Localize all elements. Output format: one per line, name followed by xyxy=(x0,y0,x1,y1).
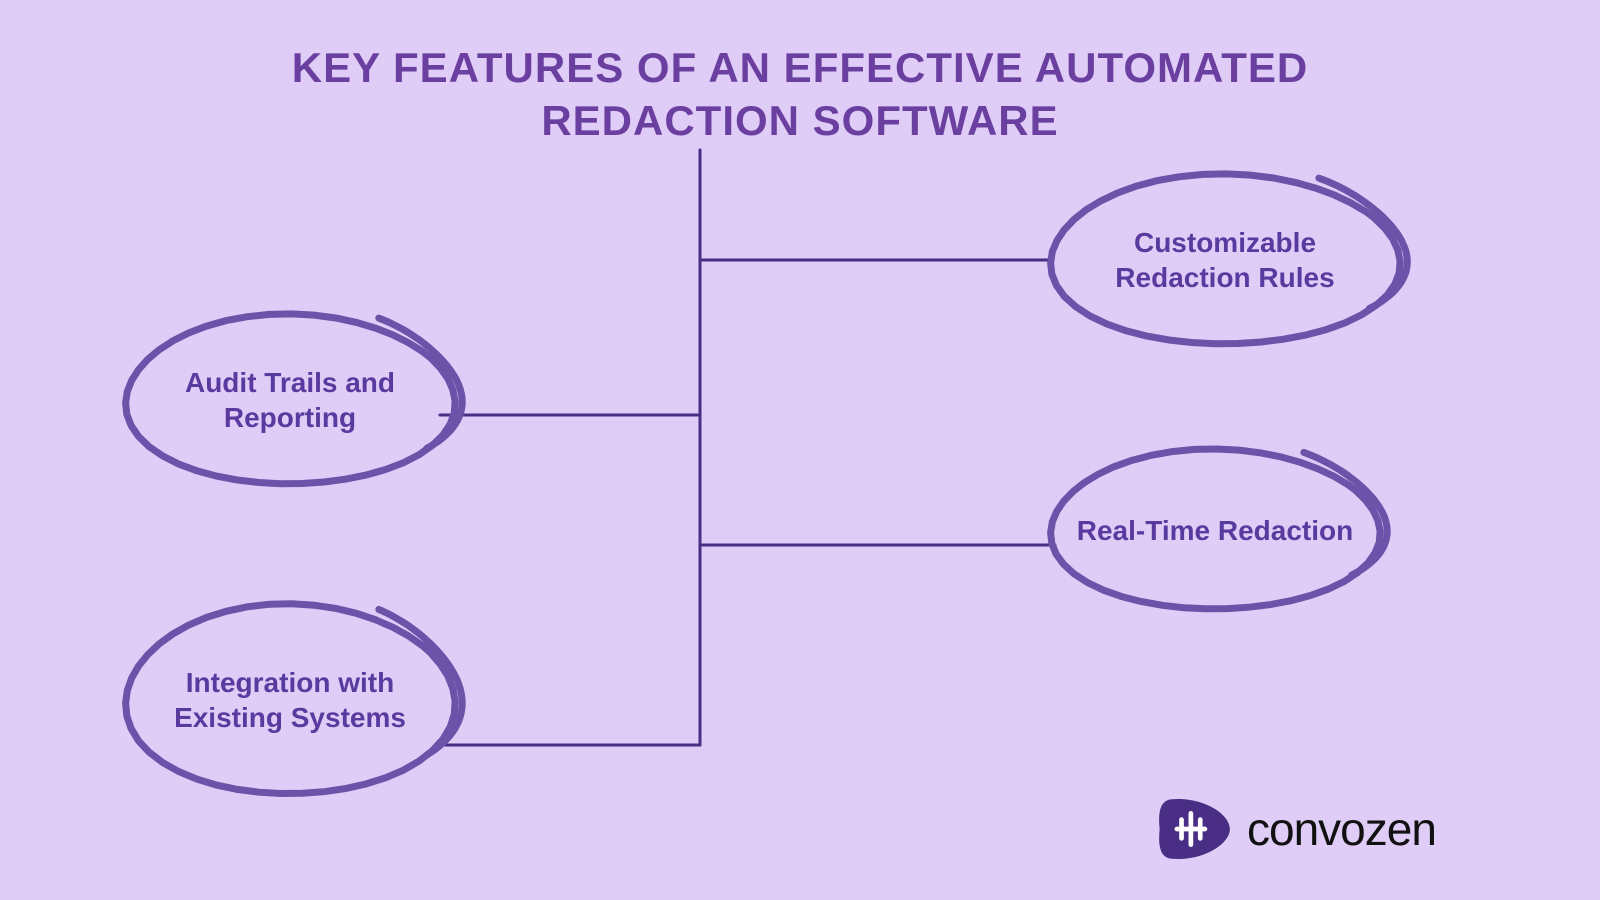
feature-node-audit: Audit Trails and Reporting xyxy=(150,328,431,473)
logo-badge-icon xyxy=(1155,790,1233,868)
feature-node-integration: Integration with Existing Systems xyxy=(150,619,431,781)
feature-label-realtime: Real-Time Redaction xyxy=(1077,513,1353,548)
feature-node-customizable: Customizable Redaction Rules xyxy=(1076,188,1374,333)
feature-node-realtime: Real-Time Redaction xyxy=(1075,462,1356,598)
brand-logo: convozen xyxy=(1155,790,1436,868)
feature-label-customizable: Customizable Redaction Rules xyxy=(1076,225,1374,295)
infographic-canvas: KEY FEATURES OF AN EFFECTIVE AUTOMATED R… xyxy=(0,0,1600,900)
feature-label-integration: Integration with Existing Systems xyxy=(150,665,431,735)
feature-label-audit: Audit Trails and Reporting xyxy=(150,365,431,435)
logo-text: convozen xyxy=(1247,802,1436,856)
